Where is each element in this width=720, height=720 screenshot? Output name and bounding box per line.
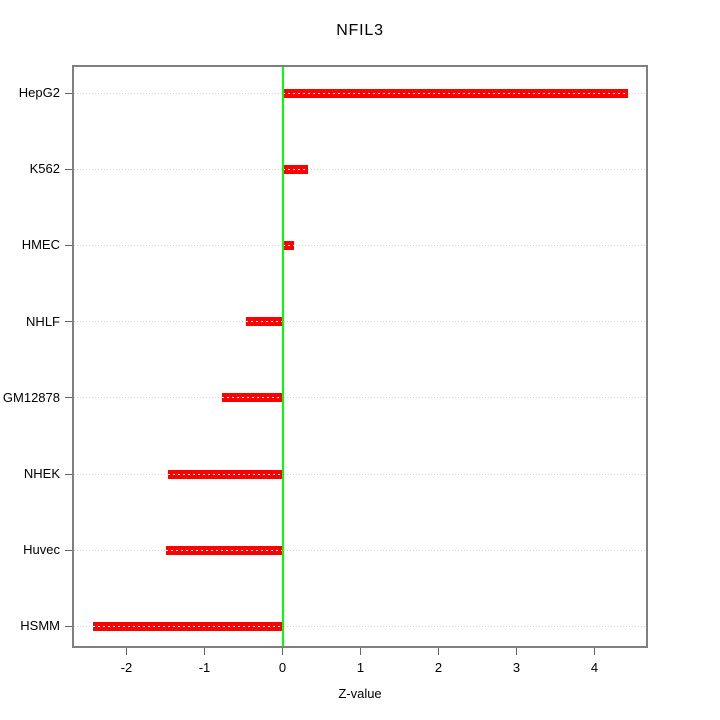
bar-huvec [165,545,283,555]
x-tick [594,648,595,655]
bar-hmec [282,240,295,250]
y-tick-label: GM12878 [2,389,60,405]
bar-center-dash [92,625,283,627]
bar-center-dash [167,473,283,475]
y-tick [65,625,72,627]
zero-line [281,67,284,646]
y-tick [65,168,72,170]
bar-hsmm [92,621,283,631]
x-axis-title: Z-value [338,686,382,701]
y-tick [65,397,72,399]
x-tick-label: 1 [356,660,365,675]
x-tick-label: 3 [512,660,521,675]
x-tick [126,648,127,655]
x-tick-label: 2 [434,660,443,675]
gridline [74,473,646,475]
bar-center-dash [221,397,283,399]
gridline [74,168,646,170]
y-tick-label: K562 [29,161,60,177]
bar-center-dash [165,549,283,551]
x-tick-label: 4 [590,660,599,675]
gridline [74,625,646,627]
x-tick [282,648,283,655]
y-tick-label: NHEK [23,466,60,481]
y-tick-label: NHLF [26,313,60,329]
y-tick [65,473,72,475]
x-tick [204,648,205,655]
bar-center-dash [282,92,629,94]
gridline [74,321,646,323]
bar-center-dash [282,168,309,170]
y-tick [65,549,72,551]
x-tick [516,648,517,655]
y-tick-label: HSMM [20,618,60,634]
x-tick [438,648,439,655]
bar-hepg2 [282,88,629,98]
y-tick [65,92,72,94]
y-tick-label: HepG2 [18,85,60,100]
plot-area [72,65,648,648]
x-tick-label: 0 [278,660,287,675]
bar-center-dash [245,321,283,323]
bar-gm12878 [221,393,283,403]
bar-k562 [282,164,309,174]
bar-nhlf [245,317,283,327]
x-tick [360,648,361,655]
plot-area-inner [74,67,646,646]
gridline [74,397,646,399]
y-tick-label: Huvec [23,542,60,558]
y-tick [65,321,72,323]
gridline [74,244,646,246]
y-tick-label: HMEC [21,237,60,253]
x-tick-label: -2 [120,660,133,675]
chart-title: NFIL3 [336,22,384,39]
gridline [74,549,646,551]
x-tick-label: -1 [198,660,211,675]
bar-center-dash [282,244,295,246]
bar-nhek [167,469,283,479]
y-tick [65,244,72,246]
